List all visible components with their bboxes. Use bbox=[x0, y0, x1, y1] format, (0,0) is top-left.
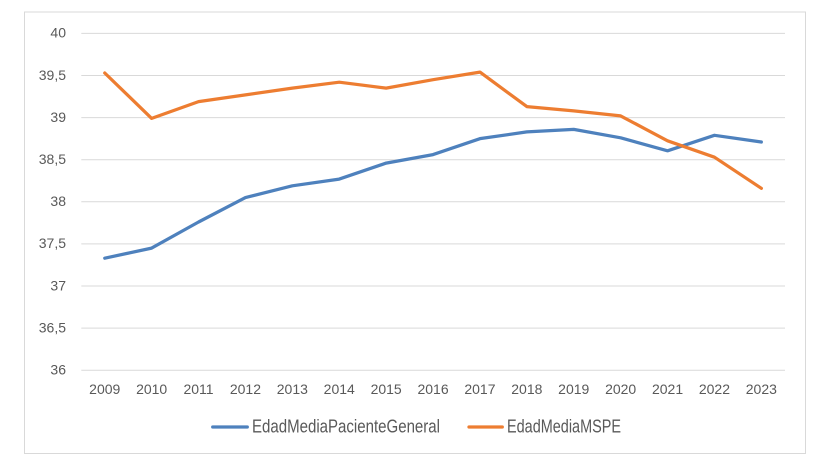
svg-text:39: 39 bbox=[50, 109, 66, 125]
svg-text:EdadMediaMSPE: EdadMediaMSPE bbox=[507, 417, 621, 437]
svg-text:39,5: 39,5 bbox=[39, 67, 66, 83]
svg-text:2009: 2009 bbox=[89, 381, 120, 397]
svg-text:2021: 2021 bbox=[652, 381, 683, 397]
svg-text:2015: 2015 bbox=[371, 381, 402, 397]
svg-text:38,5: 38,5 bbox=[39, 151, 66, 167]
svg-text:37,5: 37,5 bbox=[39, 235, 66, 251]
svg-text:2020: 2020 bbox=[605, 381, 636, 397]
svg-text:2012: 2012 bbox=[230, 381, 261, 397]
svg-text:2019: 2019 bbox=[558, 381, 589, 397]
svg-text:40: 40 bbox=[50, 25, 66, 41]
svg-text:2017: 2017 bbox=[464, 381, 495, 397]
svg-text:2016: 2016 bbox=[417, 381, 448, 397]
svg-text:37: 37 bbox=[50, 277, 66, 293]
svg-text:2011: 2011 bbox=[183, 381, 213, 397]
svg-text:38: 38 bbox=[50, 193, 66, 209]
svg-text:2013: 2013 bbox=[277, 381, 308, 397]
svg-text:EdadMediaPacienteGeneral: EdadMediaPacienteGeneral bbox=[252, 417, 440, 437]
svg-text:2010: 2010 bbox=[136, 381, 167, 397]
svg-text:2018: 2018 bbox=[511, 381, 542, 397]
svg-text:2014: 2014 bbox=[324, 381, 355, 397]
svg-text:2023: 2023 bbox=[746, 381, 777, 397]
svg-text:36: 36 bbox=[50, 362, 66, 378]
svg-text:2022: 2022 bbox=[699, 381, 730, 397]
svg-text:36,5: 36,5 bbox=[39, 319, 66, 335]
